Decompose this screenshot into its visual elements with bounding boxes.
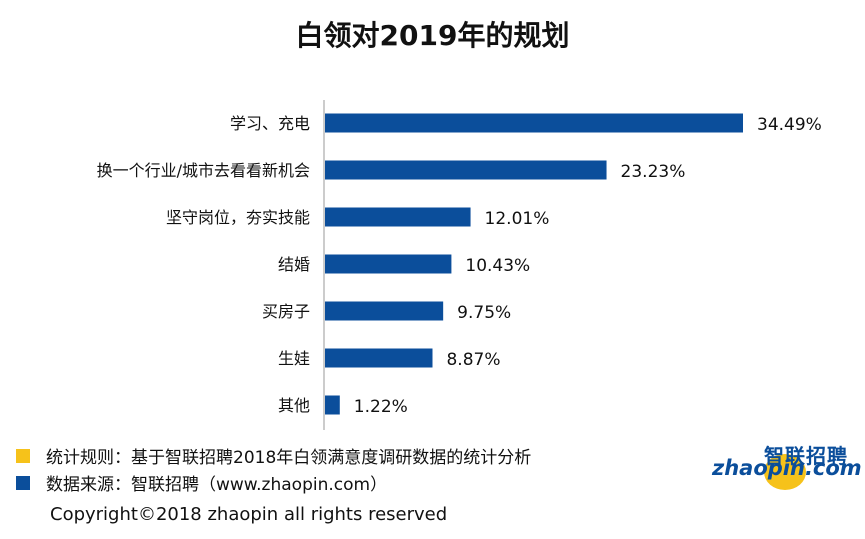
logo-en-text: zhaopin.com	[712, 456, 862, 480]
note-rule: 统计规则：基于智联招聘2018年白领满意度调研数据的统计分析	[16, 442, 531, 469]
bar	[325, 207, 471, 227]
category-label: 坚守岗位，夯实技能	[166, 208, 310, 227]
category-label: 生娃	[278, 349, 310, 368]
bar	[325, 348, 433, 368]
notes: 统计规则：基于智联招聘2018年白领满意度调研数据的统计分析 数据来源：智联招聘…	[16, 442, 531, 496]
category-label: 其他	[278, 396, 310, 415]
category-label: 换一个行业/城市去看看新机会	[97, 161, 310, 180]
bar	[325, 113, 743, 133]
note-source-swatch	[16, 475, 30, 490]
note-source: 数据来源：智联招聘（www.zhaopin.com）	[16, 469, 531, 496]
data-label: 1.22%	[354, 397, 408, 417]
bar	[325, 301, 444, 321]
note-rule-swatch	[16, 448, 30, 463]
bar-chart: 学习、充电 34.49% 换一个行业/城市去看看新机会 23.23% 坚守岗位，夯实技能…	[97, 100, 822, 430]
bar	[325, 395, 340, 415]
logo-cn-text: 智联招聘	[764, 444, 848, 468]
category-label: 买房子	[262, 302, 310, 321]
data-label: 8.87%	[446, 350, 500, 370]
data-label: 10.43%	[465, 256, 530, 276]
category-label: 学习、充电	[230, 114, 310, 133]
data-label: 9.75%	[457, 303, 511, 323]
zhaopin-logo: 智联招聘 zhaopin.com	[712, 440, 862, 490]
chart-title: 白领对2019年的规划	[295, 19, 570, 52]
data-label: 23.23%	[621, 162, 686, 182]
bar	[325, 160, 607, 180]
bar	[325, 254, 452, 274]
data-label: 34.49%	[757, 115, 822, 135]
note-source-text: 数据来源：智联招聘（www.zhaopin.com）	[46, 475, 388, 495]
data-label: 12.01%	[485, 209, 550, 229]
copyright: Copyright©2018 zhaopin all rights reserv…	[50, 504, 448, 525]
category-label: 结婚	[278, 255, 310, 274]
note-rule-text: 统计规则：基于智联招聘2018年白领满意度调研数据的统计分析	[46, 448, 532, 468]
